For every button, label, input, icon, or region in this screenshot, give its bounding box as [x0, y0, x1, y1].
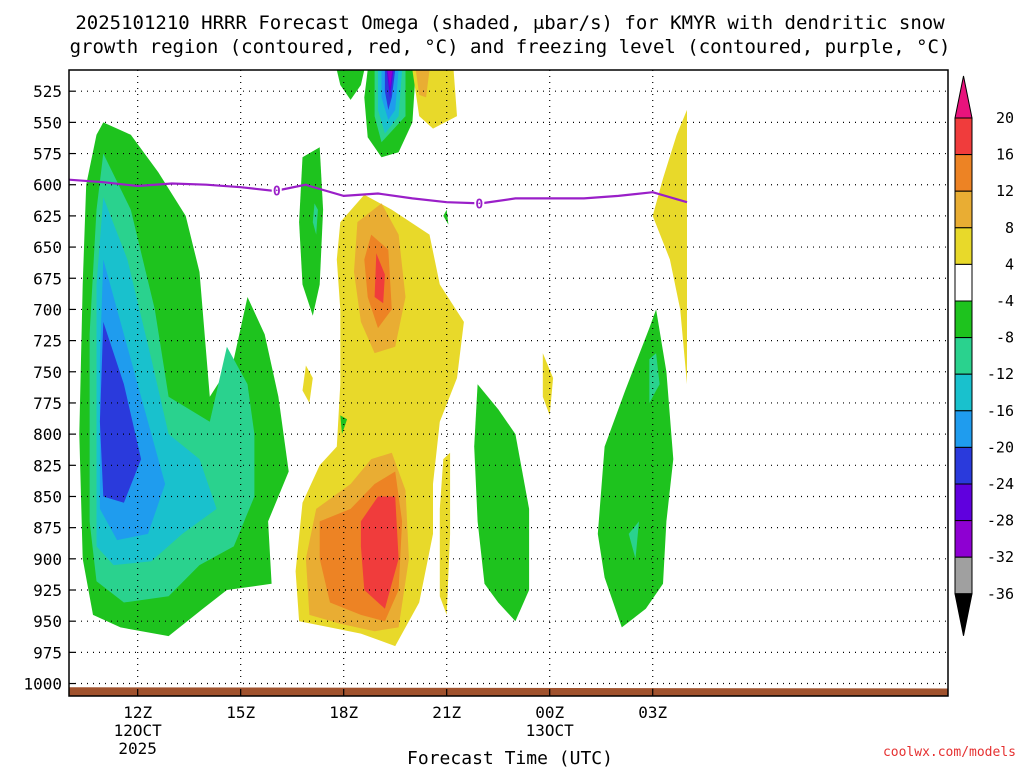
chart-title-line2: growth region (contoured, red, °C) and f…	[70, 36, 951, 58]
colorbar-box-9	[954, 446, 973, 485]
omega-region-31	[649, 353, 660, 403]
omega-region-12	[336, 70, 365, 100]
omega-region-28	[474, 384, 530, 622]
x-tick-label-15Z: 15Z	[226, 703, 255, 722]
colorbar-label-4: 4	[1005, 255, 1014, 273]
colorbar-label-16: 16	[996, 146, 1014, 164]
chart-title-line1: 2025101210 HRRR Forecast Omega (shaded, …	[75, 12, 945, 34]
colorbar-label--24: -24	[987, 475, 1014, 493]
y-tick-label-600: 600	[33, 176, 62, 195]
colorbar-label--8: -8	[996, 329, 1014, 347]
omega-region-16	[312, 203, 318, 235]
omega-region-11	[387, 70, 393, 88]
terrain-fill	[69, 687, 948, 696]
omega-region-14	[415, 70, 430, 98]
y-tick-label-875: 875	[33, 519, 62, 538]
freezing-label-bg-0	[271, 183, 282, 197]
freezing-label-bg-1	[474, 196, 485, 210]
x-axis-label: Forecast Time (UTC)	[407, 748, 613, 768]
y-tick-label-950: 950	[33, 612, 62, 631]
omega-region-20	[374, 253, 385, 304]
omega-region-23	[360, 496, 399, 609]
colorbar-label-20: 20	[996, 109, 1014, 127]
colorbar-label--16: -16	[987, 402, 1014, 420]
x-tick-label-21Z: 21Z	[432, 703, 461, 722]
colorbar-box-2	[954, 190, 973, 229]
y-tick-label-925: 925	[33, 581, 62, 600]
y-tick-label-850: 850	[33, 487, 62, 506]
y-tick-label-900: 900	[33, 550, 62, 569]
y-tick-label-550: 550	[33, 113, 62, 132]
omega-region-15	[299, 147, 324, 316]
x-tick-date-12Z: 12OCT	[114, 721, 163, 740]
y-axis: 525 550 575 600 625 650 675 700 725 750 775 800 825 8…	[23, 82, 75, 694]
x-tick-label-12Z: 12Z	[123, 703, 152, 722]
colorbar-label--36: -36	[987, 585, 1014, 603]
credit-text: coolwx.com/models	[883, 745, 1016, 760]
y-tick-label-625: 625	[33, 207, 62, 226]
colorbar-label--20: -20	[987, 438, 1014, 456]
colorbar-box-3	[954, 227, 973, 265]
omega-region-4	[99, 321, 142, 503]
y-tick-label-575: 575	[33, 145, 62, 164]
colorbar-box-4	[954, 263, 973, 302]
y-tick-label-825: 825	[33, 456, 62, 475]
colorbar-label--32: -32	[987, 548, 1014, 566]
colorbar-label--4: -4	[996, 292, 1014, 310]
colorbar-label-8: 8	[1005, 219, 1014, 237]
omega-region-27	[439, 452, 451, 615]
colorbar: 20 16 12 8 4 -4 -8 -12 -16 -20 -24 -28 -32 -36	[954, 75, 1014, 636]
freezing-level-line	[69, 178, 688, 205]
omega-region-29	[542, 353, 554, 416]
y-tick-label-1000: 1000	[23, 675, 62, 694]
colorbar-box-6	[954, 337, 973, 375]
colorbar-bottom-arrow	[954, 593, 973, 636]
y-tick-label-525: 525	[33, 82, 62, 101]
colorbar-box-11	[954, 520, 973, 558]
x-tick-label-00Z: 00Z	[535, 703, 564, 722]
omega-region-24	[302, 365, 313, 403]
freezing-level: 00	[69, 178, 688, 212]
x-tick-label-03Z: 03Z	[638, 703, 667, 722]
y-tick-label-725: 725	[33, 332, 62, 351]
freezing-label-1: 0	[475, 197, 483, 212]
colorbar-box-10	[954, 483, 973, 522]
colorbar-box-0	[954, 117, 973, 156]
colorbar-box-8	[954, 410, 973, 448]
y-tick-label-800: 800	[33, 425, 62, 444]
terrain	[69, 687, 948, 696]
x-tick-date-00Z: 13OCT	[526, 721, 575, 740]
y-tick-label-750: 750	[33, 363, 62, 382]
x-tick-year-12Z: 2025	[118, 739, 157, 758]
freezing-label-0: 0	[273, 185, 281, 200]
colorbar-box-7	[954, 373, 973, 412]
colorbar-box-5	[954, 300, 973, 339]
plot-area: 00	[69, 70, 948, 696]
y-tick-label-675: 675	[33, 269, 62, 288]
colorbar-label--12: -12	[987, 365, 1014, 383]
omega-region-32	[628, 521, 639, 559]
colorbar-label--28: -28	[987, 512, 1014, 530]
y-tick-label-775: 775	[33, 394, 62, 413]
plot-frame	[68, 69, 949, 697]
colorbar-label-12: 12	[996, 182, 1014, 200]
y-tick-label-975: 975	[33, 643, 62, 662]
x-tick-label-18Z: 18Z	[329, 703, 358, 722]
colorbar-box-1	[954, 154, 973, 192]
omega-regions	[79, 70, 687, 647]
colorbar-box-12	[954, 556, 973, 595]
y-tick-label-650: 650	[33, 238, 62, 257]
grid-lines	[69, 70, 948, 696]
y-tick-label-700: 700	[33, 300, 62, 319]
